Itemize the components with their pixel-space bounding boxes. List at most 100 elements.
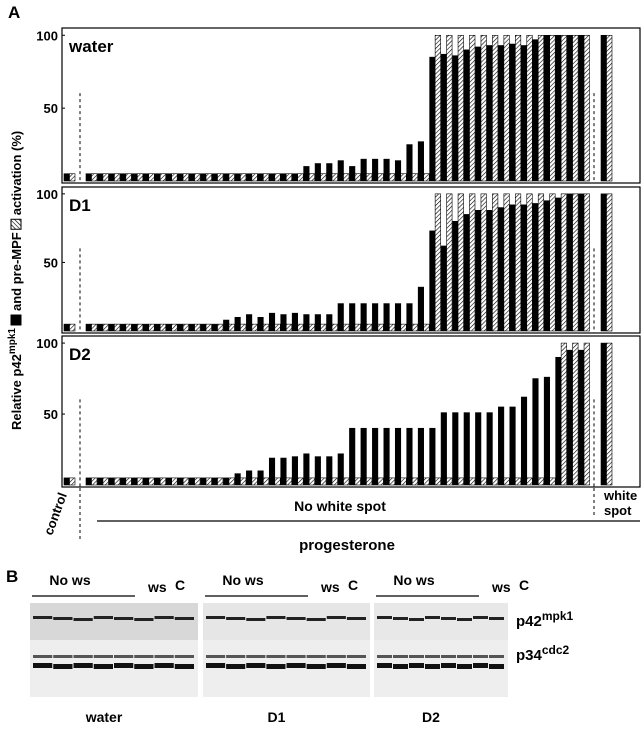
- band: [346, 664, 366, 669]
- bar: [372, 158, 379, 182]
- bar: [383, 303, 390, 332]
- panel-title: water: [68, 37, 114, 56]
- bar: [475, 210, 482, 332]
- bar: [159, 323, 167, 332]
- bar: [142, 323, 150, 332]
- bar: [63, 173, 70, 182]
- bar: [526, 193, 533, 332]
- bar: [171, 477, 178, 486]
- bar: [131, 477, 138, 486]
- bar: [434, 193, 441, 332]
- bar: [308, 323, 315, 332]
- bar: [223, 173, 230, 182]
- blot-caption: water: [85, 709, 123, 725]
- legend-swatch: [10, 314, 22, 326]
- band: [73, 663, 93, 668]
- bar: [498, 406, 505, 486]
- y-tick-label: 100: [36, 28, 58, 43]
- bar: [560, 193, 567, 332]
- band: [174, 617, 194, 620]
- bar: [154, 323, 161, 332]
- band: [114, 617, 134, 620]
- bar: [194, 477, 201, 486]
- bar: [205, 173, 212, 182]
- bar: [423, 477, 430, 486]
- bar: [417, 141, 424, 182]
- band: [473, 663, 488, 668]
- y-label-part: and pre-MPF: [9, 232, 24, 311]
- bar: [578, 193, 585, 332]
- bar: [480, 34, 487, 182]
- bar: [165, 323, 172, 332]
- band: [93, 655, 113, 658]
- panel-title: D2: [69, 345, 91, 364]
- bar: [148, 477, 155, 486]
- bar: [532, 203, 539, 332]
- bar: [503, 193, 510, 332]
- band: [134, 655, 154, 658]
- bar: [125, 173, 132, 182]
- band: [409, 655, 424, 658]
- bar: [457, 477, 464, 486]
- band: [33, 655, 53, 658]
- bar: [572, 342, 579, 486]
- bar: [331, 477, 338, 486]
- bar: [549, 34, 556, 182]
- bar: [555, 356, 562, 486]
- y-tick-label: 50: [44, 255, 58, 270]
- band: [246, 663, 266, 668]
- bar: [354, 477, 361, 486]
- band: [154, 616, 174, 619]
- bar: [297, 173, 304, 182]
- bar: [515, 477, 522, 486]
- band: [409, 618, 424, 621]
- band: [306, 664, 326, 669]
- bar: [434, 477, 441, 486]
- bar: [337, 160, 344, 182]
- panel-label: B: [6, 567, 18, 586]
- blot-header: ws: [320, 579, 340, 595]
- bar: [285, 173, 293, 182]
- bar: [543, 200, 550, 332]
- bar: [480, 193, 487, 332]
- bar: [200, 477, 207, 486]
- bar: [578, 34, 585, 182]
- band: [266, 616, 286, 619]
- bar: [515, 34, 522, 182]
- bar: [486, 210, 493, 332]
- bar: [303, 314, 310, 332]
- bar: [125, 323, 132, 332]
- group-label: white: [603, 488, 637, 503]
- band: [306, 618, 326, 621]
- bar: [314, 163, 321, 182]
- bar: [555, 34, 562, 182]
- bar: [509, 204, 516, 332]
- bar: [572, 193, 579, 332]
- bar: [498, 207, 505, 332]
- bar: [257, 173, 264, 182]
- bar: [537, 193, 545, 332]
- y-tick-label: 50: [44, 407, 58, 422]
- bar: [389, 173, 396, 182]
- band: [33, 616, 53, 619]
- bar: [182, 477, 189, 486]
- bar: [120, 477, 127, 486]
- y-label-part: mpk1: [7, 328, 18, 355]
- bar: [417, 286, 424, 332]
- bar: [566, 349, 573, 486]
- bar: [154, 477, 161, 486]
- bar: [308, 173, 315, 182]
- bar: [343, 477, 350, 486]
- bar: [600, 34, 607, 182]
- bar: [383, 158, 390, 182]
- bar: [303, 166, 310, 182]
- panel-label: A: [8, 3, 20, 22]
- band: [425, 616, 440, 619]
- bar: [354, 173, 361, 182]
- band: [441, 617, 456, 620]
- band: [93, 616, 113, 619]
- band: [53, 655, 73, 658]
- bar: [63, 323, 70, 332]
- bar: [349, 166, 356, 182]
- band: [346, 617, 366, 620]
